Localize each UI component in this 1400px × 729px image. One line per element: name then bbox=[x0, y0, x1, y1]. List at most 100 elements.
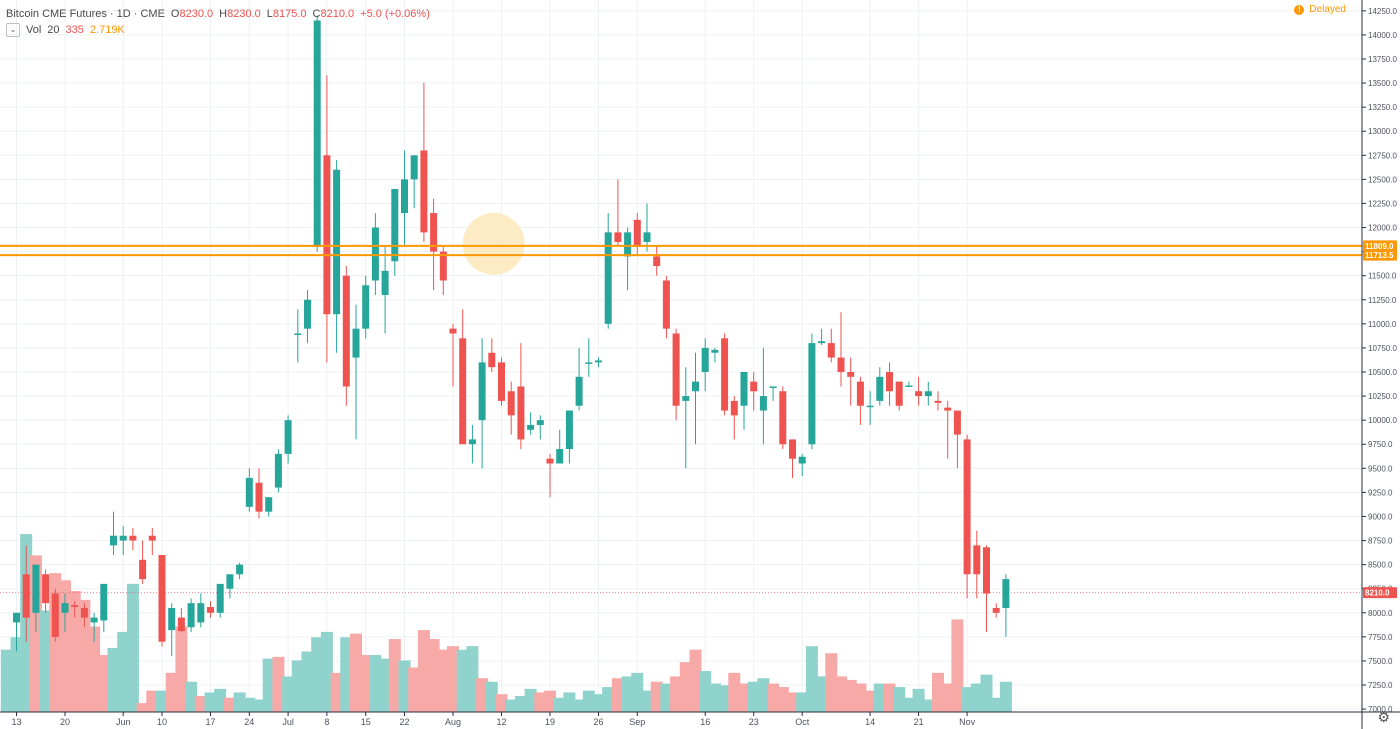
candle-body[interactable] bbox=[100, 583, 108, 621]
gear-icon[interactable]: ⚙ bbox=[1377, 709, 1390, 725]
candle-body[interactable] bbox=[682, 396, 690, 401]
candle-body[interactable] bbox=[187, 603, 195, 628]
candle-body[interactable] bbox=[876, 376, 884, 401]
candle-body[interactable] bbox=[924, 391, 932, 397]
candle-body[interactable] bbox=[459, 338, 467, 445]
candle-body[interactable] bbox=[265, 497, 273, 512]
candle-body[interactable] bbox=[837, 357, 845, 373]
candle-body[interactable] bbox=[653, 256, 661, 267]
candle-body[interactable] bbox=[847, 372, 855, 377]
candle-body[interactable] bbox=[789, 439, 796, 459]
candle-body[interactable] bbox=[1002, 579, 1010, 608]
candle-body[interactable] bbox=[769, 386, 777, 388]
candle-body[interactable] bbox=[740, 372, 748, 406]
candle-body[interactable] bbox=[226, 574, 234, 589]
candle-body[interactable] bbox=[604, 232, 612, 324]
symbol-title[interactable]: Bitcoin CME Futures · 1D · CME bbox=[6, 8, 165, 20]
candle-body[interactable] bbox=[973, 545, 981, 575]
candle-body[interactable] bbox=[236, 564, 244, 575]
candle-body[interactable] bbox=[216, 583, 224, 613]
candle-body[interactable] bbox=[643, 232, 651, 242]
candle-body[interactable] bbox=[886, 372, 893, 392]
candle-body[interactable] bbox=[401, 179, 408, 214]
candle-body[interactable] bbox=[13, 612, 20, 623]
candle-body[interactable] bbox=[245, 477, 253, 507]
candle-body[interactable] bbox=[371, 227, 379, 281]
candle-body[interactable] bbox=[449, 328, 457, 334]
candle-body[interactable] bbox=[565, 410, 573, 450]
collapse-icon[interactable]: ⌄ bbox=[6, 23, 20, 37]
candle-body[interactable] bbox=[866, 405, 874, 408]
candle-body[interactable] bbox=[585, 362, 593, 364]
candle-body[interactable] bbox=[420, 150, 428, 233]
candle-body[interactable] bbox=[633, 219, 641, 247]
candle-body[interactable] bbox=[536, 420, 544, 425]
candle-body[interactable] bbox=[507, 391, 515, 416]
candle-body[interactable] bbox=[701, 347, 709, 373]
candle-body[interactable] bbox=[963, 439, 971, 575]
candle-body[interactable] bbox=[439, 251, 447, 281]
candle-body[interactable] bbox=[808, 343, 816, 445]
candle-body[interactable] bbox=[381, 270, 389, 295]
candle-body[interactable] bbox=[42, 574, 50, 604]
candle-body[interactable] bbox=[527, 424, 535, 430]
candle-body[interactable] bbox=[255, 482, 263, 512]
candle-body[interactable] bbox=[342, 275, 350, 387]
candle-body[interactable] bbox=[430, 213, 438, 252]
candle-body[interactable] bbox=[498, 362, 505, 401]
candle-body[interactable] bbox=[139, 559, 147, 580]
candle-body[interactable] bbox=[168, 607, 176, 631]
candle-body[interactable] bbox=[730, 400, 738, 416]
candle-body[interactable] bbox=[71, 605, 79, 608]
candle-body[interactable] bbox=[207, 607, 214, 613]
candle-body[interactable] bbox=[391, 189, 399, 262]
candle-body[interactable] bbox=[595, 360, 602, 363]
candle-body[interactable] bbox=[546, 458, 554, 464]
candle-body[interactable] bbox=[51, 593, 59, 637]
candle-body[interactable] bbox=[478, 362, 486, 421]
candle-body[interactable] bbox=[798, 456, 806, 464]
candle-body[interactable] bbox=[32, 564, 40, 613]
candle-body[interactable] bbox=[61, 603, 69, 613]
candle-body[interactable] bbox=[110, 535, 117, 546]
candle-body[interactable] bbox=[779, 391, 787, 445]
delayed-badge[interactable]: ! Delayed bbox=[1294, 4, 1346, 15]
candle-body[interactable] bbox=[517, 386, 525, 440]
candle-body[interactable] bbox=[759, 396, 767, 411]
candle-body[interactable] bbox=[556, 449, 564, 464]
candle-body[interactable] bbox=[129, 535, 137, 541]
candle-body[interactable] bbox=[856, 381, 864, 406]
candle-body[interactable] bbox=[284, 420, 292, 454]
candle-body[interactable] bbox=[624, 232, 632, 257]
candle-body[interactable] bbox=[488, 352, 496, 368]
candle-body[interactable] bbox=[895, 381, 903, 406]
candle-body[interactable] bbox=[934, 400, 942, 403]
candle-body[interactable] bbox=[672, 333, 680, 406]
candle-body[interactable] bbox=[333, 169, 341, 315]
candle-body[interactable] bbox=[944, 407, 952, 411]
candle-body[interactable] bbox=[818, 341, 826, 344]
candle-body[interactable] bbox=[711, 349, 719, 353]
candle-body[interactable] bbox=[352, 328, 360, 358]
candle-body[interactable] bbox=[827, 343, 835, 358]
candle-body[interactable] bbox=[148, 535, 156, 541]
candle-body[interactable] bbox=[662, 280, 670, 329]
candle-body[interactable] bbox=[119, 535, 127, 541]
candle-body[interactable] bbox=[90, 617, 98, 623]
candle-body[interactable] bbox=[197, 603, 205, 623]
candle-body[interactable] bbox=[304, 299, 311, 329]
candle-body[interactable] bbox=[614, 232, 622, 242]
candle-body[interactable] bbox=[983, 547, 990, 594]
candle-body[interactable] bbox=[274, 453, 282, 488]
candle-body[interactable] bbox=[575, 376, 583, 406]
candle-body[interactable] bbox=[313, 20, 321, 247]
candle-body[interactable] bbox=[410, 155, 418, 180]
candle-body[interactable] bbox=[22, 574, 30, 618]
candle-body[interactable] bbox=[177, 617, 185, 632]
candle-body[interactable] bbox=[905, 385, 913, 387]
candle-body[interactable] bbox=[158, 555, 166, 642]
candle-body[interactable] bbox=[692, 381, 699, 392]
candle-body[interactable] bbox=[953, 410, 961, 435]
candle-body[interactable] bbox=[468, 439, 476, 445]
candle-body[interactable] bbox=[80, 607, 88, 618]
